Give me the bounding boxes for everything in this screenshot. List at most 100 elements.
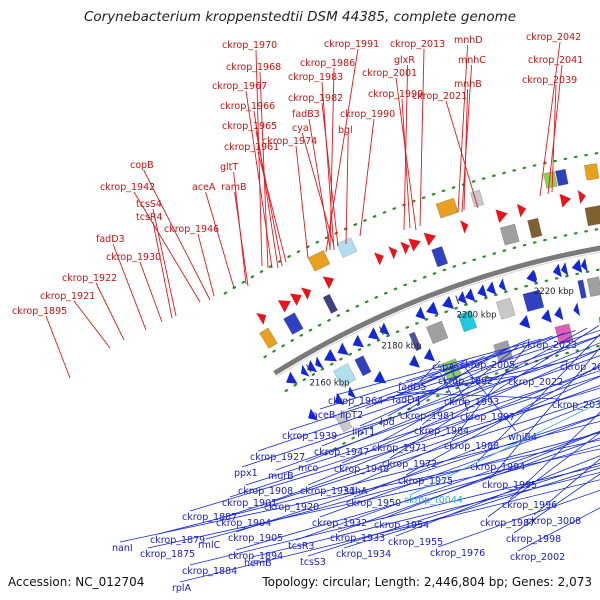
- gene-label-ckrop_1939: ckrop_1939: [282, 431, 337, 442]
- forward-label-leader: [401, 98, 411, 229]
- reverse-label-leader: [489, 347, 600, 480]
- reverse-gene-arrow: [498, 278, 507, 292]
- reverse-label-leader: [513, 473, 600, 534]
- forward-feature-block: [555, 169, 569, 186]
- gene-label-nani: nanI: [112, 543, 133, 554]
- gene-label-ckrop_2005: ckrop_2005: [460, 360, 515, 371]
- gene-label-aceb: aceB: [312, 410, 335, 421]
- reverse-gene-arrow: [571, 259, 583, 273]
- gene-label-ckrop_1995: ckrop_1995: [482, 480, 537, 491]
- gene-label-ckrop_1879: ckrop_1879: [150, 535, 205, 546]
- gene-label-ckrop_1988: ckrop_1988: [444, 441, 499, 452]
- gene-label-ckrop_1961: ckrop_1961: [224, 142, 279, 153]
- forward-label-leader: [259, 71, 269, 269]
- guide-dots-0: [223, 151, 600, 295]
- gene-label-ckrop_1950: ckrop_1950: [346, 498, 401, 509]
- reverse-label-leader: [179, 479, 600, 583]
- gene-label-tcsr3: tcsR3: [288, 541, 315, 552]
- reverse-label-leader: [487, 432, 600, 518]
- forward-gene-arrow: [374, 252, 384, 266]
- forward-label-leader: [539, 41, 561, 197]
- gene-label-ckrop_1986: ckrop_1986: [300, 58, 355, 69]
- forward-label-leader: [321, 81, 335, 251]
- gene-label-ckrop_1975: ckrop_1975: [398, 476, 453, 487]
- reverse-gene-arrow: [324, 348, 337, 362]
- gene-label-ckrop_1942: ckrop_1942: [100, 182, 155, 193]
- forward-label-leader: [295, 145, 309, 259]
- forward-feature-block: [283, 312, 304, 335]
- gene-label-ckrop_1875: ckrop_1875: [140, 549, 195, 560]
- reverse-label-leader: [351, 375, 600, 486]
- gene-label-ckrop_1895: ckrop_1895: [12, 306, 67, 317]
- forward-gene-arrow: [577, 190, 586, 204]
- reverse-gene-arrow: [560, 262, 569, 276]
- reverse-label-leader: [205, 432, 600, 540]
- reverse-gene-arrow: [347, 386, 357, 399]
- reverse-gene-arrow: [552, 263, 562, 278]
- gene-label-ckrop_2039: ckrop_2039: [522, 75, 577, 86]
- gene-label-ckrop_2041: ckrop_2041: [528, 55, 583, 66]
- gene-label-ckrop_1905: ckrop_1905: [228, 533, 283, 544]
- reverse-label-leader: [533, 458, 600, 516]
- reverse-label-leader: [395, 455, 600, 537]
- reverse-label-leader: [343, 467, 600, 549]
- reverse-label-leader: [451, 368, 469, 412]
- gene-label-acea: aceA: [192, 182, 216, 193]
- gene-label-ckrop_1955: ckrop_1955: [388, 537, 443, 548]
- gene-label-ckrop_1992: ckrop_1992: [438, 376, 493, 387]
- accession-text: Accession: NC_012704: [8, 575, 145, 589]
- forward-feature-block: [307, 250, 331, 272]
- reverse-label-leader: [319, 330, 576, 410]
- reverse-label-leader: [251, 472, 600, 558]
- gene-label-fadb3: fadB3: [292, 109, 320, 120]
- gene-label-fadd3: fadD3: [96, 234, 125, 245]
- reverse-gene-arrow: [368, 327, 380, 340]
- gene-label-mco: mco: [298, 463, 318, 474]
- gene-label-ckrop_1954: ckrop_1954: [374, 520, 429, 531]
- reverse-label-leader: [386, 375, 517, 398]
- forward-label-leader: [547, 64, 563, 195]
- gene-label-ckrop_1947: ckrop_1947: [314, 447, 369, 458]
- reverse-feature-block: [409, 331, 422, 351]
- gene-label-whib4: whiB4: [508, 432, 537, 443]
- forward-feature-block: [527, 217, 543, 239]
- forward-gene-arrow: [322, 276, 335, 289]
- gene-label-ckrop_1982: ckrop_1982: [288, 93, 343, 104]
- gene-label-rmlc: rmlC: [198, 540, 221, 551]
- gene-label-ckrop_1974: ckrop_1974: [262, 136, 317, 147]
- forward-label-leader: [551, 84, 557, 193]
- gene-label-tcss4: tcsS4: [136, 199, 162, 210]
- gene-label-cya: cya: [292, 123, 309, 134]
- forward-gene-arrow: [408, 238, 421, 252]
- reverse-gene-arrow: [464, 288, 476, 302]
- reverse-gene-arrow: [315, 356, 324, 369]
- forward-label-leader: [321, 102, 339, 247]
- forward-label-leader: [463, 88, 469, 211]
- reverse-label-leader: [451, 341, 531, 441]
- forward-label-leader: [359, 118, 375, 237]
- gene-label-ckrop_2023: ckrop_2023: [522, 340, 577, 351]
- reverse-label-leader: [157, 420, 600, 535]
- reverse-label-leader: [271, 385, 600, 502]
- forward-label-leader: [253, 110, 279, 269]
- gene-label-lipt1: lipT1: [352, 427, 375, 438]
- reverse-feature-block: [577, 279, 587, 299]
- gene-label-mnhd: mnhD: [454, 35, 483, 46]
- gene-label-ckrop_1998: ckrop_1998: [506, 534, 561, 545]
- reverse-feature-block: [334, 411, 353, 433]
- ruler-label: 2200 kbp: [456, 311, 496, 321]
- forward-label-leader: [205, 191, 235, 289]
- reverse-gene-arrow: [373, 370, 387, 384]
- forward-label-leader: [234, 191, 249, 287]
- gene-label-ckrop_1932: ckrop_1932: [312, 518, 367, 529]
- forward-feature-block: [435, 197, 459, 219]
- ruler-label: 2180 kbp: [381, 341, 421, 351]
- gene-label-mnhb: mnhB: [454, 79, 482, 90]
- forward-label-leader: [133, 191, 201, 303]
- gene-label-fadd4: fadD4: [392, 395, 421, 406]
- gene-label-ckrop_1972: ckrop_1972: [382, 459, 437, 470]
- forward-gene-arrow: [256, 312, 267, 325]
- reverse-label-leader: [321, 335, 600, 447]
- reverse-label-leader: [509, 411, 600, 500]
- forward-feature-block: [584, 205, 600, 226]
